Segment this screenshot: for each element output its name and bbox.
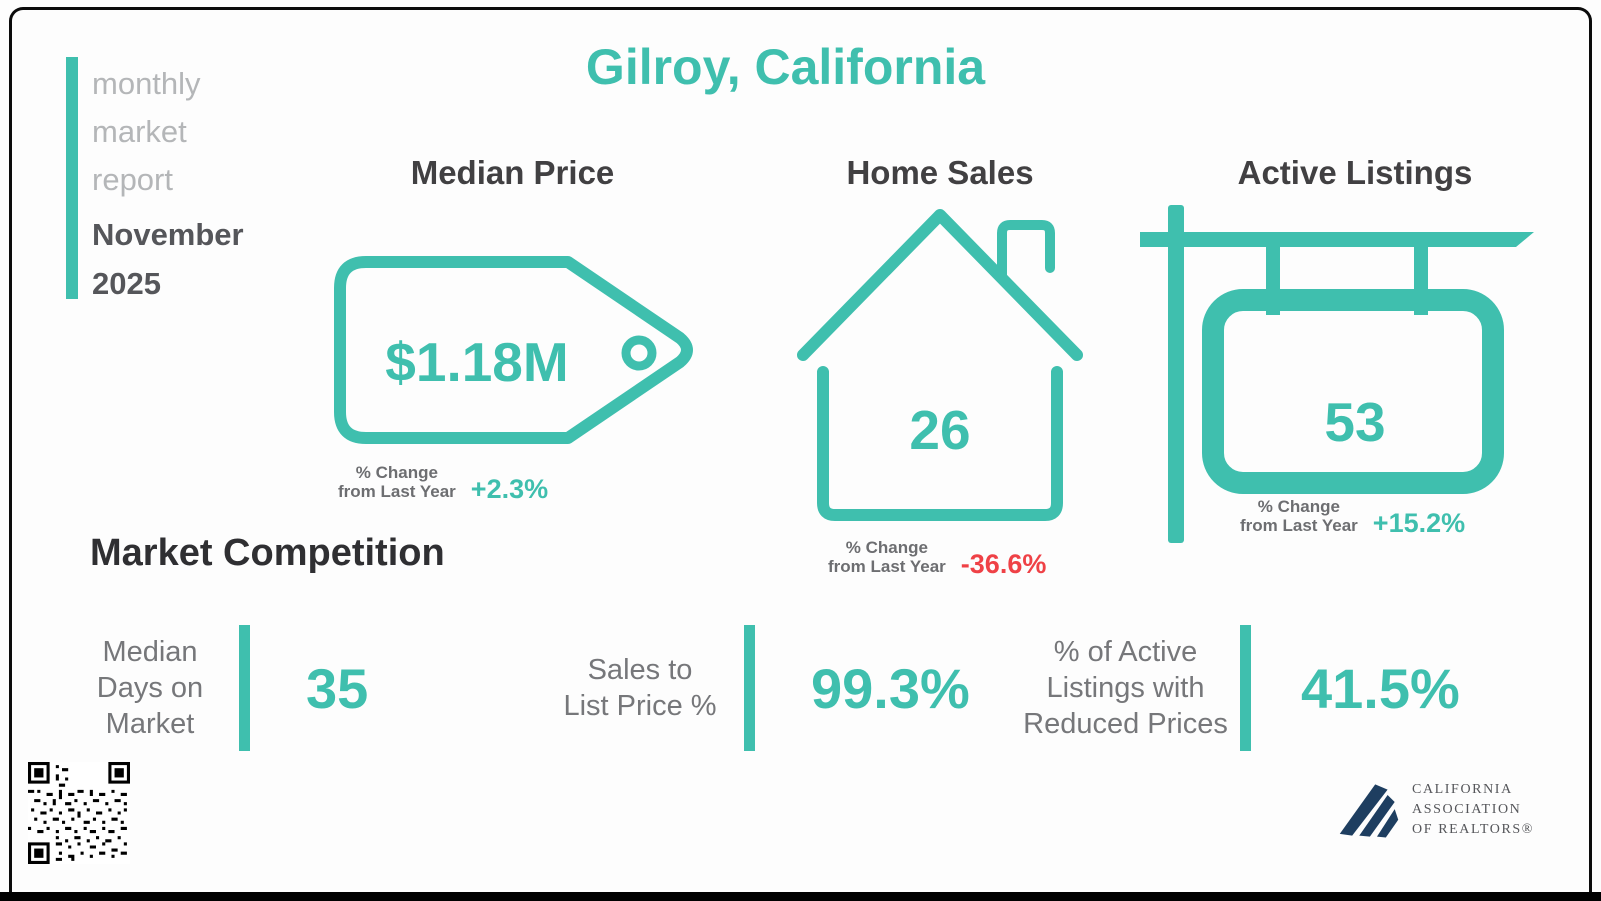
metric-label-line: Listings with — [1046, 672, 1205, 704]
change-label-line: from Last Year — [338, 482, 456, 501]
car-logo-text: CALIFORNIA ASSOCIATION OF REALTORS® — [1412, 780, 1534, 840]
active-listings-change: % Change from Last Year +15.2% — [1240, 497, 1465, 538]
page-title: Gilroy, California — [585, 39, 986, 95]
california-association-of-realtors-logo: CALIFORNIA ASSOCIATION OF REALTORS® — [1338, 780, 1534, 840]
report-label-line: monthly — [92, 66, 201, 101]
report-label-line: market — [92, 114, 187, 149]
metric-label-line: Reduced Prices — [1023, 708, 1228, 740]
metric-label: % of Active Listings with Reduced Prices — [1018, 634, 1233, 742]
metric-divider-bar — [744, 625, 755, 751]
sales-to-list-price-value: 99.3% — [811, 656, 970, 720]
metric-sales-to-list-price: Sales to List Price % 99.3% — [540, 618, 970, 758]
reduced-price-listings-value: 41.5% — [1301, 656, 1460, 720]
stat-header-home-sales: Home Sales — [846, 154, 1034, 191]
house-icon — [797, 209, 1083, 521]
metric-label-line: List Price % — [563, 690, 717, 722]
median-price-change: % Change from Last Year +2.3% — [338, 463, 548, 504]
report-label-line: report — [92, 162, 173, 197]
for-sale-sign-icon — [1140, 205, 1534, 543]
metric-label-line: Sales to — [587, 654, 693, 686]
metric-label-line: Market — [105, 708, 195, 740]
change-label: % Change from Last Year — [1240, 497, 1358, 535]
accent-bar — [66, 57, 78, 299]
car-logo-text-line: ASSOCIATION — [1412, 802, 1522, 817]
metric-divider-bar — [239, 625, 250, 751]
price-tag-icon — [334, 256, 693, 444]
change-label: % Change from Last Year — [828, 538, 946, 576]
change-label-line: % Change — [1257, 497, 1340, 516]
metric-label: Median Days on Market — [75, 634, 225, 742]
car-logo-text-line: CALIFORNIA — [1412, 782, 1513, 797]
change-label-line: % Change — [845, 538, 928, 557]
metric-label-line: Days on — [96, 672, 204, 704]
home-sales-change: % Change from Last Year -36.6% — [828, 538, 1046, 579]
report-month-line: November — [92, 217, 244, 252]
report-type-label: monthly market report — [92, 60, 201, 204]
metric-label-line: % of Active — [1053, 636, 1198, 668]
active-listings-value: 53 — [1324, 391, 1386, 453]
car-logo-text-line: OF REALTORS® — [1412, 822, 1535, 837]
market-competition-heading: Market Competition — [90, 532, 445, 574]
stat-header-median-price: Median Price — [410, 154, 615, 191]
report-month-line: 2025 — [92, 266, 161, 301]
metric-median-days-on-market: Median Days on Market 35 — [75, 618, 368, 758]
metric-label-line: Median — [102, 636, 198, 668]
metric-divider-bar — [1240, 625, 1251, 751]
stat-header-active-listings: Active Listings — [1237, 154, 1473, 191]
active-listings-change-value: +15.2% — [1372, 508, 1466, 538]
qr-code-icon — [28, 762, 130, 864]
metric-label: Sales to List Price % — [540, 652, 740, 724]
change-label-line: from Last Year — [1240, 516, 1358, 535]
change-label-line: % Change — [355, 463, 438, 482]
change-label-line: from Last Year — [828, 557, 946, 576]
median-price-value: $1.18M — [385, 331, 569, 393]
change-label: % Change from Last Year — [338, 463, 456, 501]
metric-reduced-price-listings: % of Active Listings with Reduced Prices… — [1018, 618, 1460, 758]
home-sales-change-value: -36.6% — [960, 549, 1047, 579]
report-month: November 2025 — [92, 210, 244, 308]
bottom-bar — [0, 892, 1601, 901]
car-flag-icon — [1339, 784, 1399, 838]
median-price-change-value: +2.3% — [470, 474, 549, 504]
home-sales-value: 26 — [909, 399, 971, 461]
median-days-on-market-value: 35 — [306, 656, 369, 720]
